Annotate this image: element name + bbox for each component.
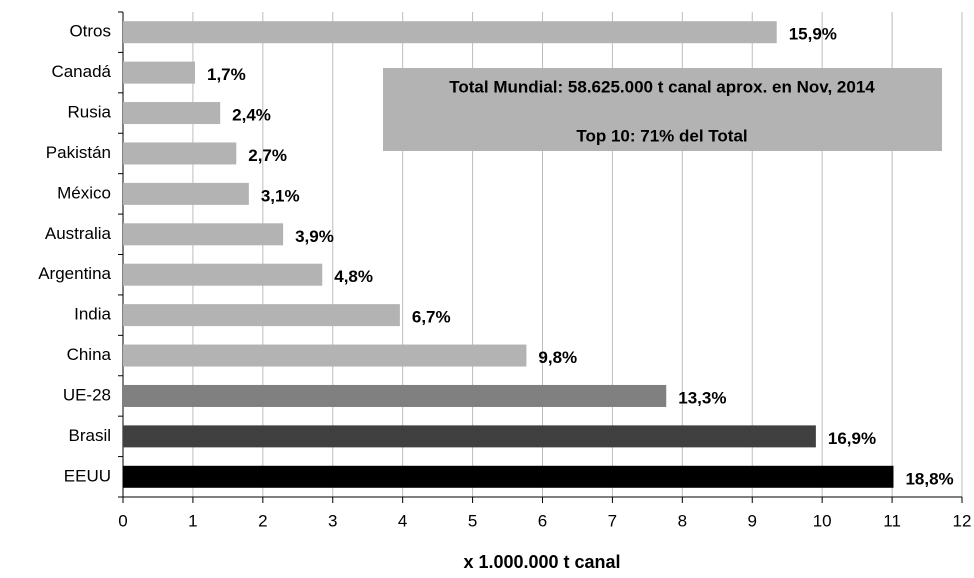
x-tick-label: 8	[678, 511, 687, 530]
x-tick-label: 12	[953, 511, 972, 530]
annotation: Top 10: 71% del Total	[576, 126, 747, 145]
y-tick-label: EEUU	[64, 466, 111, 485]
y-tick-label: Canadá	[51, 62, 111, 81]
x-tick-label: 2	[258, 511, 267, 530]
y-tick-label: China	[67, 345, 112, 364]
bar	[123, 182, 249, 205]
value-label: 2,7%	[248, 146, 287, 165]
value-label: 2,4%	[232, 106, 271, 125]
x-tick-label: 6	[538, 511, 547, 530]
bar	[123, 142, 237, 165]
bar	[123, 21, 777, 44]
value-label: 4,8%	[334, 267, 373, 286]
y-tick-label: Australia	[45, 224, 112, 243]
x-tick-label: 5	[468, 511, 477, 530]
bar	[123, 304, 400, 327]
x-axis-label: x 1.000.000 t canal	[463, 552, 620, 572]
bar	[123, 223, 284, 246]
bar	[123, 102, 221, 125]
value-label: 16,9%	[828, 429, 876, 448]
value-label: 15,9%	[789, 25, 837, 44]
value-label: 1,7%	[207, 65, 246, 84]
bar	[123, 61, 196, 84]
y-tick-label: UE-28	[63, 385, 111, 404]
x-tick-label: 9	[748, 511, 757, 530]
value-label: 3,9%	[295, 227, 334, 246]
value-label: 9,8%	[538, 348, 577, 367]
value-label: 3,1%	[261, 186, 300, 205]
x-tick-label: 3	[328, 511, 337, 530]
y-tick-label: Rusia	[68, 103, 112, 122]
y-tick-label: Pakistán	[46, 143, 111, 162]
y-tick-label: Otros	[69, 22, 111, 41]
annotation: Total Mundial: 58.625.000 t canal aprox.…	[449, 77, 875, 96]
value-label: 13,3%	[678, 388, 726, 407]
x-tick-label: 10	[813, 511, 832, 530]
x-tick-label: 11	[883, 511, 901, 530]
x-tick-label: 1	[188, 511, 197, 530]
y-tick-label: México	[57, 183, 111, 202]
bar	[123, 384, 667, 407]
bar	[123, 465, 894, 488]
value-label: 6,7%	[412, 308, 451, 327]
y-tick-label: Argentina	[38, 264, 111, 283]
x-tick-label: 4	[398, 511, 407, 530]
bar	[123, 425, 816, 448]
x-tick-label: 0	[118, 511, 127, 530]
bar	[123, 344, 527, 367]
x-tick-label: 7	[608, 511, 617, 530]
value-label: 18,8%	[905, 469, 953, 488]
bar	[123, 263, 323, 286]
y-tick-label: India	[74, 305, 111, 324]
annotation-box	[383, 68, 942, 151]
y-tick-label: Brasil	[68, 426, 111, 445]
